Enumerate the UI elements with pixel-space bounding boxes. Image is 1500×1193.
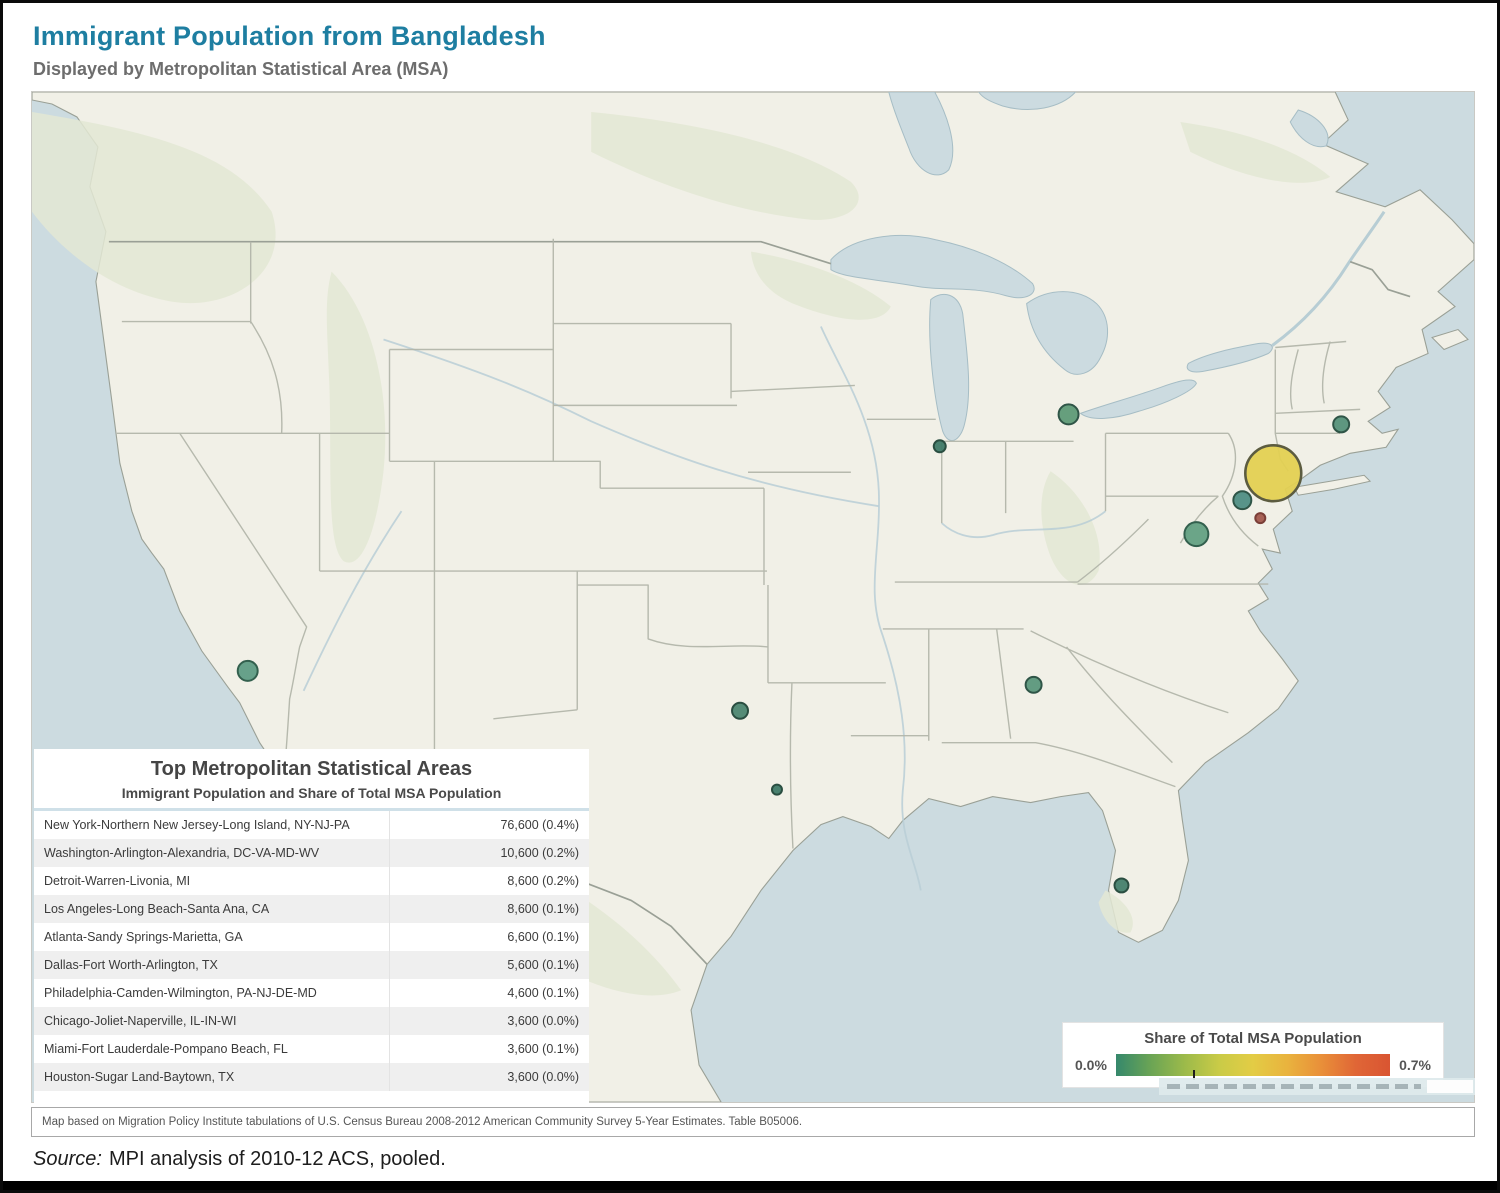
nova-scotia [1431, 328, 1469, 351]
attribution-logo-box [1427, 1080, 1473, 1093]
table-row: Los Angeles-Long Beach-Santa Ana, CA 8,60… [34, 895, 589, 923]
msa-name: Miami-Fort Lauderdale-Pompano Beach, FL [34, 1035, 390, 1063]
table-row: Miami-Fort Lauderdale-Pompano Beach, FL 3… [34, 1035, 589, 1063]
top-msa-table: Top Metropolitan Statistical Areas Immig… [34, 749, 589, 1107]
hudson-bay [978, 92, 1077, 110]
msa-value: 76,600 (0.4%) [500, 818, 579, 832]
msa-value: 6,600 (0.1%) [507, 930, 579, 944]
lake-winnipeg [888, 92, 954, 176]
map-bubble-chicago[interactable] [932, 439, 947, 454]
msa-value: 5,600 (0.1%) [507, 958, 579, 972]
msa-table-rows: New York-Northern New Jersey-Long Island… [34, 811, 589, 1091]
table-subtitle: Immigrant Population and Share of Total … [121, 785, 502, 801]
table-title: Top Metropolitan Statistical Areas [150, 758, 473, 780]
msa-name: Detroit-Warren-Livonia, MI [34, 867, 390, 895]
table-row: Dallas-Fort Worth-Arlington, TX 5,600 (0.… [34, 951, 589, 979]
ohio-river [941, 510, 1107, 539]
table-row: Chicago-Joliet-Naperville, IL-IN-WI 3,600… [34, 1007, 589, 1035]
msa-value: 3,600 (0.1%) [507, 1042, 579, 1056]
lake-michigan [929, 293, 970, 442]
msa-value: 10,600 (0.2%) [500, 846, 579, 860]
map-bubble-atlanta[interactable] [1024, 675, 1043, 694]
map-attribution [1159, 1078, 1475, 1095]
legend-scale: 0.0% 0.7% [1075, 1054, 1431, 1080]
msa-name: Philadelphia-Camden-Wilmington, PA-NJ-DE… [34, 979, 390, 1007]
terrain-patch [751, 251, 891, 320]
map-bubble-washington-dc[interactable] [1183, 521, 1210, 548]
legend-title: Share of Total MSA Population [1144, 1030, 1362, 1047]
lake-erie [1079, 379, 1197, 419]
attribution-text-blur [1167, 1084, 1421, 1089]
map-bubble-houston[interactable] [770, 783, 783, 796]
source-text: MPI analysis of 2010-12 ACS, pooled. [108, 1148, 446, 1170]
lake-huron [1026, 291, 1109, 375]
table-row: New York-Northern New Jersey-Long Island… [34, 811, 589, 839]
source-prefix: Source: [33, 1148, 102, 1170]
bubble-layer [236, 403, 1351, 894]
table-row: Washington-Arlington-Alexandria, DC-VA-M… [34, 839, 589, 867]
mississippi-river [820, 326, 922, 891]
terrain-patch [1098, 890, 1133, 933]
legend-gradient-wrap [1115, 1054, 1391, 1080]
legend-max-label: 0.7% [1399, 1057, 1431, 1073]
st-lawrence-river [1271, 210, 1386, 347]
table-row: Detroit-Warren-Livonia, MI 8,600 (0.2%) [34, 867, 589, 895]
terrain-patch [1180, 121, 1331, 183]
canada-border [108, 240, 832, 265]
msa-value: 4,600 (0.1%) [507, 986, 579, 1000]
table-row: Atlanta-Sandy Springs-Marietta, GA 6,600 … [34, 923, 589, 951]
state-borders [116, 238, 1361, 849]
bottom-border-bar [3, 1181, 1497, 1190]
map-bubble-dallas[interactable] [731, 701, 750, 720]
canada-border-east [1349, 260, 1411, 298]
long-island [1293, 474, 1372, 496]
terrain-patch [326, 271, 386, 563]
map-bubble-los-angeles[interactable] [236, 659, 259, 682]
lake-superior [830, 234, 1035, 299]
table-row: Houston-Sugar Land-Baytown, TX 3,600 (0.0… [34, 1063, 589, 1091]
map-bubble-miami[interactable] [1113, 877, 1130, 894]
missouri-river [383, 338, 879, 508]
color-legend: Share of Total MSA Population 0.0% 0.7% [1062, 1022, 1444, 1088]
map-bubble-philadelphia[interactable] [1232, 490, 1253, 511]
msa-name: Chicago-Joliet-Naperville, IL-IN-WI [34, 1007, 390, 1035]
msa-value: 3,600 (0.0%) [507, 1070, 579, 1084]
msa-value: 8,600 (0.1%) [507, 902, 579, 916]
msa-name: New York-Northern New Jersey-Long Island… [34, 811, 390, 839]
footnote-bar: Map based on Migration Policy Institute … [31, 1107, 1475, 1137]
legend-gradient-bar [1115, 1054, 1391, 1076]
table-row: Philadelphia-Camden-Wilmington, PA-NJ-DE… [34, 979, 589, 1007]
map-bubble-small-red-new-jersey[interactable] [1254, 512, 1267, 525]
legend-pointer-tick [1192, 1070, 1195, 1080]
lake-ontario [1186, 342, 1273, 373]
legend-min-label: 0.0% [1075, 1057, 1107, 1073]
page-title: Immigrant Population from Bangladesh [33, 21, 546, 51]
table-header: Top Metropolitan Statistical Areas Immig… [34, 749, 589, 811]
msa-value: 3,600 (0.0%) [507, 1014, 579, 1028]
map-bubble-new-york[interactable] [1244, 444, 1303, 503]
source-line: Source: MPI analysis of 2010-12 ACS, pool… [33, 1148, 446, 1171]
map-bubble-detroit[interactable] [1057, 403, 1080, 426]
msa-name: Houston-Sugar Land-Baytown, TX [34, 1063, 390, 1091]
msa-name: Atlanta-Sandy Springs-Marietta, GA [34, 923, 390, 951]
terrain-patch [1041, 471, 1100, 585]
terrain-patch [32, 111, 276, 304]
colorado-river [302, 510, 403, 692]
northeast-lake [1289, 109, 1329, 148]
msa-name: Washington-Arlington-Alexandria, DC-VA-M… [34, 839, 390, 867]
msa-value: 8,600 (0.2%) [507, 874, 579, 888]
map-bubble-boston[interactable] [1332, 415, 1351, 434]
footnote-text: Map based on Migration Policy Institute … [42, 1116, 803, 1128]
terrain-patch [591, 111, 859, 220]
us-map[interactable]: Top Metropolitan Statistical Areas Immig… [31, 91, 1475, 1107]
msa-name: Dallas-Fort Worth-Arlington, TX [34, 951, 390, 979]
msa-name: Los Angeles-Long Beach-Santa Ana, CA [34, 895, 390, 923]
page-subtitle: Displayed by Metropolitan Statistical Ar… [33, 59, 449, 79]
